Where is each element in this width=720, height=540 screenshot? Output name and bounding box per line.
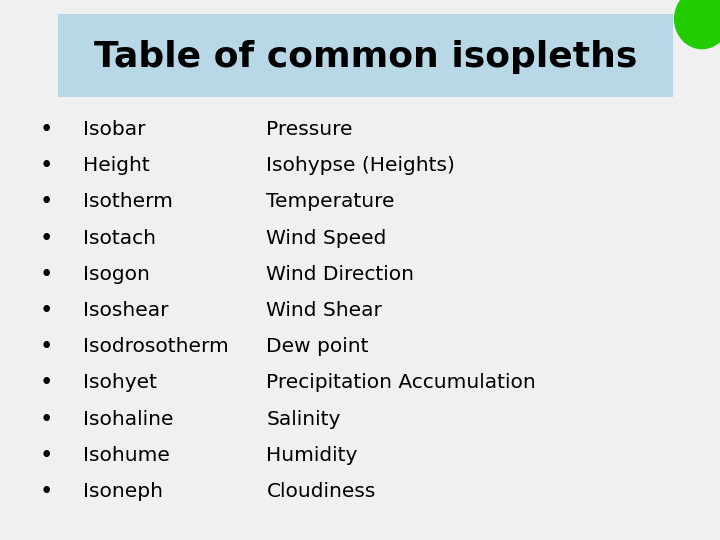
- Text: Wind Speed: Wind Speed: [266, 228, 387, 248]
- Text: •: •: [40, 154, 53, 177]
- Text: Isohypse (Heights): Isohypse (Heights): [266, 156, 455, 176]
- Text: Wind Direction: Wind Direction: [266, 265, 415, 284]
- Text: •: •: [40, 408, 53, 430]
- Text: Isohume: Isohume: [83, 446, 170, 465]
- Text: Isotherm: Isotherm: [83, 192, 173, 212]
- Text: •: •: [40, 444, 53, 467]
- Text: •: •: [40, 191, 53, 213]
- Text: Humidity: Humidity: [266, 446, 358, 465]
- Text: •: •: [40, 227, 53, 249]
- Text: •: •: [40, 335, 53, 358]
- Text: Table of common isopleths: Table of common isopleths: [94, 40, 637, 73]
- Text: Isoneph: Isoneph: [83, 482, 163, 501]
- Text: Wind Shear: Wind Shear: [266, 301, 382, 320]
- Text: Height: Height: [83, 156, 150, 176]
- Text: Isogon: Isogon: [83, 265, 150, 284]
- Text: Isobar: Isobar: [83, 120, 145, 139]
- Text: Isotach: Isotach: [83, 228, 156, 248]
- Text: Temperature: Temperature: [266, 192, 395, 212]
- Text: Precipitation Accumulation: Precipitation Accumulation: [266, 373, 536, 393]
- Text: Isoshear: Isoshear: [83, 301, 168, 320]
- Text: Salinity: Salinity: [266, 409, 341, 429]
- Text: Isodrosotherm: Isodrosotherm: [83, 337, 228, 356]
- Text: •: •: [40, 263, 53, 286]
- Text: Isohyet: Isohyet: [83, 373, 157, 393]
- Text: Cloudiness: Cloudiness: [266, 482, 376, 501]
- FancyBboxPatch shape: [58, 14, 673, 97]
- Text: Isohaline: Isohaline: [83, 409, 174, 429]
- Text: •: •: [40, 480, 53, 503]
- Text: •: •: [40, 118, 53, 141]
- Text: •: •: [40, 372, 53, 394]
- Ellipse shape: [675, 0, 720, 49]
- Text: •: •: [40, 299, 53, 322]
- Text: Pressure: Pressure: [266, 120, 353, 139]
- Text: Dew point: Dew point: [266, 337, 369, 356]
